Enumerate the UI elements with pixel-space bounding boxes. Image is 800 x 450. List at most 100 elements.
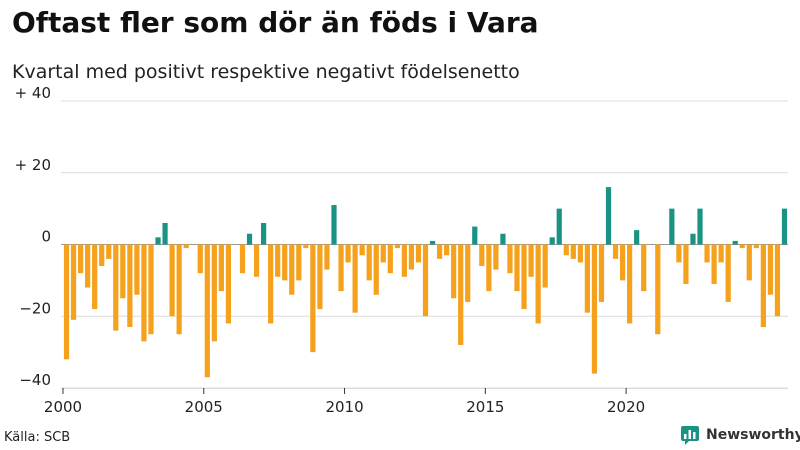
bar: [753, 244, 759, 249]
bar: [760, 244, 766, 328]
bar: [598, 244, 605, 302]
newsworthy-logo-icon: [681, 426, 699, 445]
bar: [373, 244, 379, 295]
bar: [197, 244, 203, 274]
bar: [218, 244, 224, 292]
bar: [556, 208, 562, 245]
bar: [612, 244, 619, 259]
bar: [183, 244, 189, 249]
bar-chart: −40 −20 0 + 20 + 40 2000 2005 2010 2015 2020: [15, 84, 788, 416]
chart-subtitle: Kvartal med positivt respektive negativt…: [12, 61, 520, 83]
bar: [92, 244, 98, 310]
bar: [155, 237, 161, 245]
bar: [436, 244, 443, 259]
bar: [120, 244, 126, 299]
bar: [380, 244, 386, 263]
bar: [331, 205, 337, 245]
x-tick-label: 2005: [185, 398, 223, 416]
bar: [85, 244, 91, 288]
bar: [253, 244, 260, 277]
bar: [275, 244, 281, 277]
bar: [317, 244, 323, 310]
bar: [422, 244, 429, 317]
bar: [408, 244, 415, 270]
bar: [465, 244, 471, 302]
bar: [627, 244, 633, 324]
bar: [619, 244, 626, 281]
bar: [718, 244, 724, 263]
bar: [591, 244, 598, 374]
y-tick-label: 0: [41, 228, 51, 246]
y-axis-labels: −40 −20 0 + 20 + 40: [15, 84, 51, 389]
brand-name: Newsworthy: [706, 427, 800, 443]
bar: [634, 230, 640, 245]
x-tick-label: 2010: [325, 398, 363, 416]
bar: [63, 244, 70, 360]
bar: [70, 244, 77, 320]
bar: [767, 244, 774, 295]
bar: [514, 244, 520, 292]
bar: [268, 244, 274, 324]
bar: [542, 244, 548, 288]
bar: [310, 244, 316, 353]
bar: [282, 244, 288, 281]
bar: [781, 208, 788, 245]
x-tick-label: 2020: [607, 398, 645, 416]
bar: [176, 244, 182, 335]
bar: [528, 244, 534, 277]
bar: [106, 244, 112, 259]
bar: [479, 244, 485, 267]
bar: [99, 244, 105, 267]
y-tick-label: + 20: [15, 156, 51, 174]
bar: [655, 244, 661, 335]
bar: [458, 244, 464, 345]
bar: [641, 244, 647, 292]
bar: [162, 222, 168, 245]
bar: [725, 244, 731, 302]
bar: [493, 244, 499, 270]
bar: [401, 244, 407, 277]
bar: [429, 240, 436, 245]
bar: [394, 244, 400, 249]
bar: [204, 244, 210, 378]
bar: [296, 244, 302, 281]
bar: [345, 244, 351, 263]
bar: [451, 244, 457, 299]
bar: [739, 244, 745, 249]
bar: [521, 244, 527, 310]
bar: [584, 244, 590, 313]
bar: [127, 244, 133, 328]
x-tick-label: 2000: [44, 398, 82, 416]
bar: [148, 244, 154, 335]
bar: [549, 237, 555, 245]
bar: [486, 244, 492, 292]
brand-logo: Newsworthy: [680, 425, 800, 445]
bar: [415, 244, 422, 263]
bar: [338, 244, 344, 292]
bar: [711, 244, 717, 284]
chart-title: Oftast fler som dör än föds i Vara: [12, 6, 539, 39]
bar: [746, 244, 752, 281]
bar: [261, 222, 267, 245]
bar: [732, 240, 738, 245]
bar: [676, 244, 682, 263]
bar: [605, 187, 612, 245]
x-tick-label: 2015: [466, 398, 504, 416]
bar: [500, 233, 506, 245]
bar: [289, 244, 295, 295]
bar: [366, 244, 372, 281]
bar: [134, 244, 140, 295]
bar: [352, 244, 358, 313]
y-tick-label: + 40: [15, 84, 51, 102]
bar: [577, 244, 583, 263]
bar: [141, 244, 147, 342]
y-tick-label: −20: [19, 299, 51, 317]
bar: [113, 244, 119, 331]
bar: [324, 244, 330, 270]
bar: [690, 233, 696, 245]
bar: [570, 244, 576, 259]
bar: [359, 244, 365, 256]
bar: [683, 244, 689, 284]
bar: [239, 244, 246, 274]
bar: [563, 244, 569, 256]
